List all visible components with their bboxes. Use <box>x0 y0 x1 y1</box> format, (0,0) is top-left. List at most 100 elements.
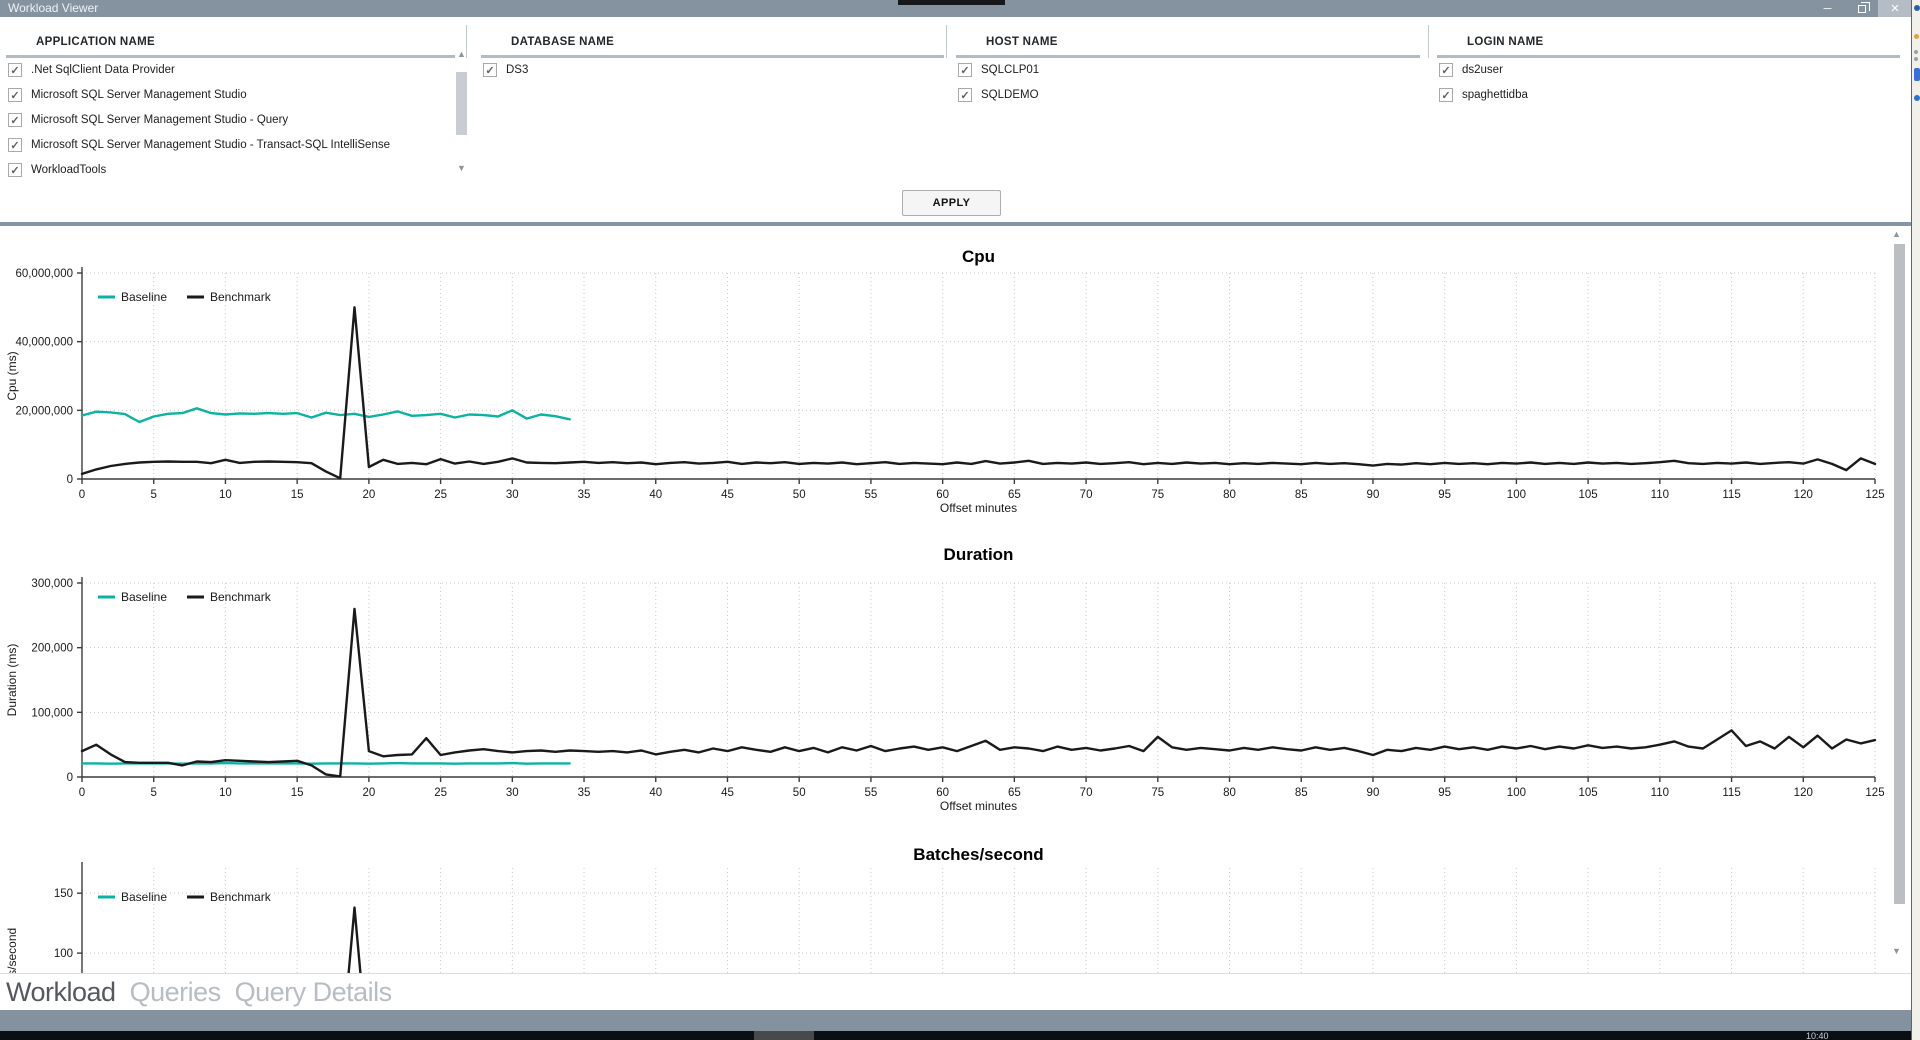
svg-text:75: 75 <box>1151 489 1164 501</box>
svg-text:5: 5 <box>151 489 157 501</box>
svg-text:50: 50 <box>793 489 806 501</box>
svg-text:110: 110 <box>1651 489 1669 501</box>
edge-icon <box>1914 68 1920 81</box>
svg-text:95: 95 <box>1438 489 1451 501</box>
checkbox-checked-icon[interactable]: ✓ <box>1439 63 1453 77</box>
svg-text:100: 100 <box>1507 787 1526 799</box>
chart-scroll-up-icon[interactable]: ▲ <box>1892 229 1901 239</box>
svg-text:80: 80 <box>1223 787 1236 799</box>
checkbox-checked-icon[interactable]: ✓ <box>8 138 22 152</box>
svg-text:Benchmark: Benchmark <box>210 590 272 604</box>
chart-scrollbar-thumb[interactable] <box>1894 244 1905 904</box>
filter-item-label: SQLCLP01 <box>981 64 1040 76</box>
svg-text:55: 55 <box>865 787 878 799</box>
filter-item: ✓ ds2user <box>1439 60 1503 80</box>
svg-text:60: 60 <box>936 489 949 501</box>
edge-icon <box>1914 50 1918 54</box>
svg-text:20,000,000: 20,000,000 <box>15 405 73 417</box>
svg-text:105: 105 <box>1579 787 1598 799</box>
apply-button[interactable]: APPLY <box>902 190 1001 216</box>
svg-text:Duration (ms): Duration (ms) <box>5 644 19 717</box>
close-icon: ✕ <box>1890 3 1900 15</box>
checkbox-checked-icon[interactable]: ✓ <box>1439 88 1453 102</box>
filter-item-label: ds2user <box>1462 64 1503 76</box>
checkbox-checked-icon[interactable]: ✓ <box>8 88 22 102</box>
filter-item-label: WorkloadTools <box>31 164 107 176</box>
svg-text:120: 120 <box>1794 787 1813 799</box>
svg-text:50: 50 <box>793 787 806 799</box>
svg-text:Baseline: Baseline <box>121 590 167 604</box>
tab-workload[interactable]: Workload <box>6 977 116 1007</box>
charts-canvas: 0 20,000,000 40,000,000 60,000,000 0 5 10 15 20 2… <box>5 247 1885 1010</box>
svg-text:120: 120 <box>1794 489 1813 501</box>
minimize-button[interactable]: ─ <box>1810 0 1845 17</box>
svg-text:150: 150 <box>54 888 73 900</box>
column-header-underline <box>481 55 944 58</box>
window-title: Workload Viewer <box>8 1 99 15</box>
filter-item: ✓ SQLDEMO <box>958 85 1039 105</box>
column-header-underline <box>6 55 455 58</box>
filter-item: ✓ DS3 <box>483 60 528 80</box>
svg-text:75: 75 <box>1151 787 1164 799</box>
svg-text:80: 80 <box>1223 489 1236 501</box>
filter-item-label: DS3 <box>506 64 529 76</box>
application-list-scrollbar-thumb[interactable] <box>456 72 467 135</box>
filter-panel: APPLICATION NAME ✓ .Net SqlClient Data Pr… <box>0 17 1911 222</box>
svg-text:35: 35 <box>578 787 591 799</box>
filter-column-host-name: HOST NAME ✓ SQLCLP01 ✓ SQLDEMO <box>956 17 1420 222</box>
scroll-up-icon[interactable]: ▲ <box>457 49 466 59</box>
checkbox-checked-icon[interactable]: ✓ <box>958 88 972 102</box>
svg-text:85: 85 <box>1295 489 1308 501</box>
column-separator <box>946 25 947 58</box>
tab-query-details[interactable]: Query Details <box>234 977 393 1007</box>
filter-item: ✓ WorkloadTools <box>8 160 106 180</box>
svg-text:125: 125 <box>1865 787 1884 799</box>
column-header: DATABASE NAME <box>511 36 615 48</box>
taskbar-button[interactable] <box>754 1031 814 1040</box>
close-button[interactable]: ✕ <box>1878 0 1912 17</box>
panel-divider <box>0 222 1911 226</box>
filter-item: ✓ Microsoft SQL Server Management Studio <box>8 85 247 105</box>
svg-text:30: 30 <box>506 787 519 799</box>
column-header-underline <box>1437 55 1900 58</box>
svg-text:10: 10 <box>219 489 232 501</box>
svg-text:95: 95 <box>1438 787 1451 799</box>
svg-text:5: 5 <box>151 787 157 799</box>
filter-item: ✓ .Net SqlClient Data Provider <box>8 60 175 80</box>
svg-text:25: 25 <box>434 787 447 799</box>
checkbox-checked-icon[interactable]: ✓ <box>8 163 22 177</box>
restore-icon <box>1857 1 1870 13</box>
svg-text:25: 25 <box>434 489 447 501</box>
taskbar-clock: 10:40 <box>1806 1031 1829 1040</box>
restore-button[interactable] <box>1845 0 1878 17</box>
edge-icon <box>1914 95 1920 101</box>
bottom-gray-bar <box>0 1010 1920 1031</box>
svg-text:0: 0 <box>67 474 73 486</box>
svg-text:300,000: 300,000 <box>31 578 73 590</box>
background-window-edge <box>1911 0 1920 1040</box>
checkbox-checked-icon[interactable]: ✓ <box>8 113 22 127</box>
svg-text:10: 10 <box>219 787 232 799</box>
svg-text:90: 90 <box>1367 787 1380 799</box>
tab-queries[interactable]: Queries <box>129 977 222 1007</box>
svg-text:200,000: 200,000 <box>31 643 73 655</box>
svg-text:45: 45 <box>721 787 734 799</box>
filter-column-application-name: APPLICATION NAME ✓ .Net SqlClient Data Pr… <box>6 17 461 222</box>
svg-text:65: 65 <box>1008 489 1021 501</box>
column-header-underline <box>956 55 1420 58</box>
chart-scroll-down-icon[interactable]: ▼ <box>1892 946 1901 956</box>
edge-icon <box>1914 57 1918 61</box>
svg-text:115: 115 <box>1722 787 1740 799</box>
checkbox-checked-icon[interactable]: ✓ <box>483 63 497 77</box>
svg-text:70: 70 <box>1080 489 1093 501</box>
scroll-down-icon[interactable]: ▼ <box>457 163 466 173</box>
column-header: APPLICATION NAME <box>36 36 155 48</box>
view-tab-bar: Workload Queries Query Details <box>0 973 1911 1010</box>
filter-item-label: Microsoft SQL Server Management Studio -… <box>31 114 289 126</box>
filter-item-label: .Net SqlClient Data Provider <box>31 64 175 76</box>
charts-area: 0 20,000,000 40,000,000 60,000,000 0 5 10 15 20 2… <box>0 227 1920 1010</box>
checkbox-checked-icon[interactable]: ✓ <box>8 63 22 77</box>
checkbox-checked-icon[interactable]: ✓ <box>958 63 972 77</box>
svg-text:115: 115 <box>1722 489 1740 501</box>
